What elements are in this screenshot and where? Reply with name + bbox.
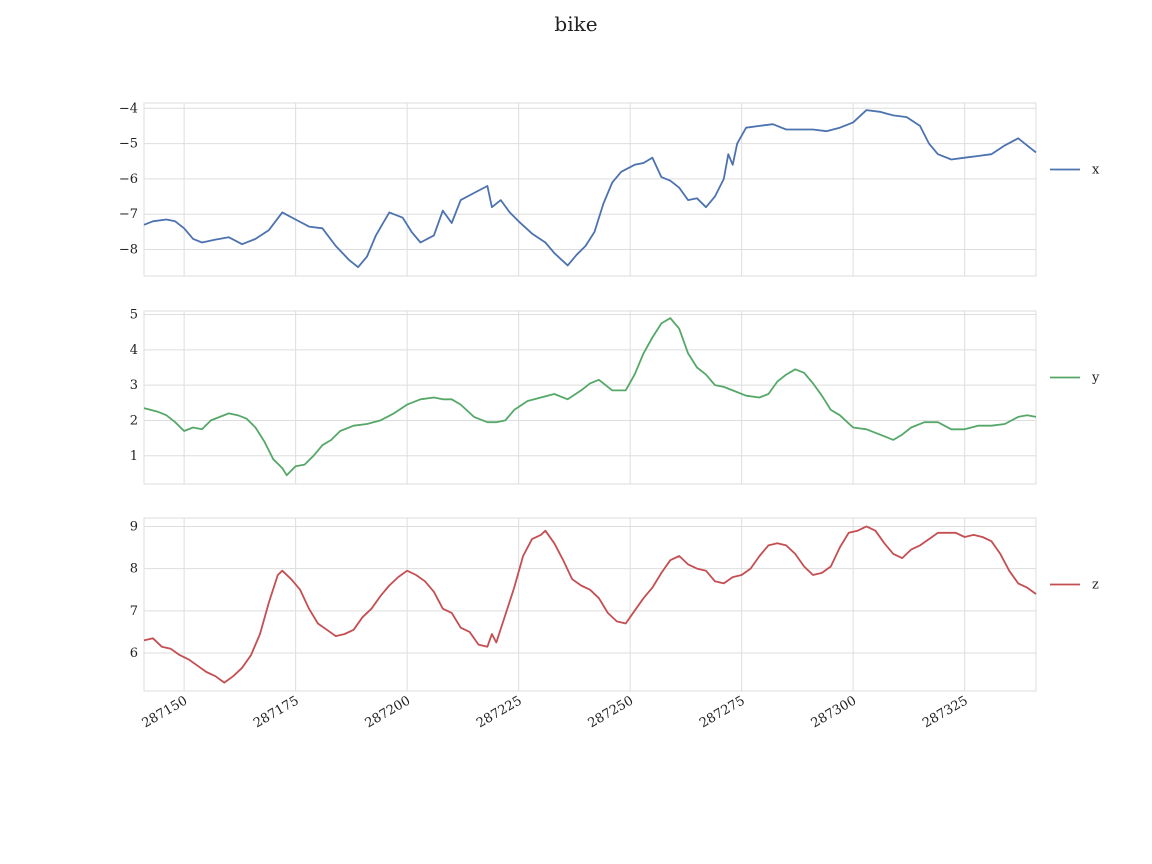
y-tick-label-y: 4: [130, 343, 138, 358]
panel-frame-y: [143, 310, 1037, 485]
x-tick-label: 287225: [474, 693, 524, 731]
x-tick-label: 287325: [920, 693, 970, 731]
series-line-z: [143, 525, 1037, 684]
y-tick-label-z: 9: [130, 519, 138, 534]
x-tick-label: 287250: [586, 693, 636, 731]
series-line-x: [143, 109, 1037, 269]
x-tick-label: 287150: [140, 693, 190, 731]
x-tick-label: 287300: [809, 693, 859, 731]
y-tick-label-x: −7: [119, 207, 138, 222]
series-line-y: [143, 317, 1037, 477]
y-tick-label-x: −6: [119, 172, 138, 187]
legend-label-x: x: [1092, 163, 1100, 178]
y-tick-label-z: 7: [130, 604, 138, 619]
y-tick-label-y: 1: [130, 449, 138, 464]
x-tick-label: 287200: [363, 693, 413, 731]
legend-label-z: z: [1092, 578, 1099, 593]
y-tick-label-y: 5: [130, 308, 138, 323]
y-tick-label-x: −4: [119, 101, 138, 116]
chart-title: bike: [554, 12, 598, 36]
x-tick-label: 287275: [697, 693, 747, 731]
y-tick-label-z: 6: [130, 646, 138, 661]
y-tick-label-z: 8: [130, 562, 138, 577]
panel-frame-x: [143, 102, 1037, 277]
y-tick-label-x: −5: [119, 137, 138, 152]
legend-label-y: y: [1091, 371, 1100, 386]
panel-frame-z: [143, 517, 1037, 692]
y-tick-label-x: −8: [119, 243, 138, 258]
x-tick-label: 287175: [251, 693, 301, 731]
y-tick-label-y: 2: [130, 413, 138, 428]
y-tick-label-y: 3: [130, 378, 138, 393]
